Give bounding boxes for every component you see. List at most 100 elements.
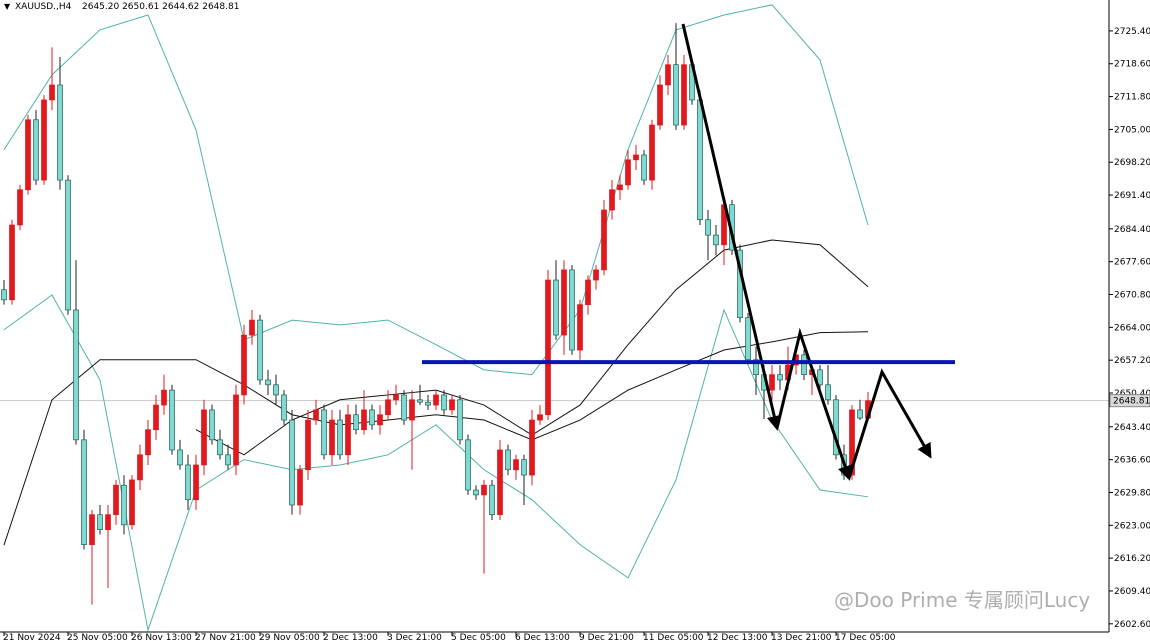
plot-area — [0, 4, 1109, 633]
candle-body — [17, 189, 23, 226]
candle-body — [185, 464, 191, 501]
candle-body — [361, 409, 367, 431]
candle-body — [777, 374, 783, 381]
y-tick-label: 2711.80 — [1114, 93, 1150, 103]
candle-body — [65, 179, 71, 311]
y-tick-label: 2602.60 — [1114, 620, 1150, 630]
candle-body — [601, 209, 607, 271]
y-tick-label: 2684.40 — [1114, 225, 1150, 235]
candle-body — [521, 459, 527, 476]
candle-body — [369, 409, 375, 426]
candle-body — [569, 269, 575, 351]
candle-body — [441, 394, 447, 411]
y-tick-label: 2705.00 — [1114, 125, 1150, 135]
candle-body — [681, 64, 687, 126]
candle-body — [697, 99, 703, 221]
candle-body — [625, 159, 631, 186]
candle-body — [713, 234, 719, 246]
candle-body — [609, 189, 615, 211]
trend-arrow — [847, 368, 932, 479]
candle-body — [497, 449, 503, 516]
candle-body — [537, 414, 543, 421]
indicator-line — [3, 294, 869, 633]
y-tick-label: 2691.40 — [1114, 191, 1150, 201]
candle-body — [217, 439, 223, 456]
candle-body — [705, 219, 711, 236]
candle-body — [121, 484, 127, 526]
candle-body — [801, 354, 807, 376]
candle-body — [169, 389, 175, 451]
candle-body — [481, 484, 487, 496]
candle-body — [153, 404, 159, 431]
last-price-tag — [1109, 394, 1150, 408]
candle-body — [161, 389, 167, 406]
candle-body — [641, 154, 647, 181]
menu-arrow[interactable]: ▼ — [4, 2, 11, 11]
x-tick-label: 13 Dec 21:00 — [771, 633, 832, 641]
y-tick-label: 2650.40 — [1114, 389, 1150, 399]
candle-body — [617, 184, 623, 191]
candle-body — [129, 479, 135, 526]
candle-body — [81, 439, 87, 545]
y-tick-label: 2616.20 — [1114, 554, 1150, 564]
candle-body — [825, 384, 831, 401]
watermark: @Doo Prime 专属顾问Lucy — [834, 588, 1090, 612]
candle-body — [409, 399, 415, 421]
candle-body — [561, 269, 567, 336]
candle-body — [457, 399, 463, 441]
candle-body — [577, 304, 583, 351]
candle-body — [233, 394, 239, 466]
candle-body — [393, 394, 399, 401]
x-tick-label: 12 Dec 13:00 — [707, 633, 768, 641]
indicator-line — [3, 331, 869, 546]
ohlc-readout: 2645.20 2650.61 2644.62 2648.81 — [82, 2, 239, 12]
candle-body — [209, 409, 215, 441]
candle-body — [353, 414, 359, 431]
candle-body — [193, 464, 199, 501]
y-tick-label: 2657.20 — [1114, 356, 1150, 366]
candle-body — [401, 394, 407, 421]
candle-body — [73, 309, 79, 441]
candle-body — [105, 514, 111, 530]
candle-body — [633, 154, 639, 161]
candle-body — [1, 289, 7, 301]
candle-body — [377, 414, 383, 426]
candle-body — [425, 401, 431, 406]
x-tick-label: 27 Nov 21:00 — [195, 633, 256, 641]
candle-body — [281, 394, 287, 421]
x-tick-label: 17 Dec 05:00 — [835, 633, 896, 641]
y-tick-label: 2725.40 — [1114, 27, 1150, 37]
x-tick-label: 3 Dec 21:00 — [387, 633, 442, 641]
y-tick-label: 2670.80 — [1114, 291, 1150, 301]
candle-body — [449, 399, 455, 411]
y-tick-label: 2677.60 — [1114, 258, 1150, 268]
candle-body — [9, 224, 15, 301]
candle-body — [297, 469, 303, 506]
candle-body — [241, 334, 247, 396]
candle-body — [585, 279, 591, 306]
candle-body — [25, 119, 31, 191]
y-tick-label: 2698.20 — [1114, 158, 1150, 168]
last-price-label: 2648.81 — [1113, 397, 1150, 407]
candle-body — [41, 99, 47, 181]
candle-body — [833, 399, 839, 456]
candle-body — [305, 419, 311, 471]
candle-body — [249, 319, 255, 336]
x-tick-label: 11 Dec 05:00 — [643, 633, 704, 641]
candle-body — [465, 439, 471, 491]
candle-body — [345, 414, 351, 456]
candle-body — [273, 384, 279, 396]
candle-body — [657, 84, 663, 126]
candle-body — [289, 419, 295, 506]
candle-body — [177, 449, 183, 466]
candle-body — [417, 399, 423, 403]
candle-body — [665, 64, 671, 86]
candle-body — [673, 64, 679, 126]
candle-body — [201, 409, 207, 466]
indicator-line — [3, 4, 869, 376]
x-tick-label: 25 Nov 05:00 — [67, 633, 128, 641]
x-tick-label: 26 Nov 13:00 — [131, 633, 192, 641]
candle-body — [89, 514, 95, 545]
